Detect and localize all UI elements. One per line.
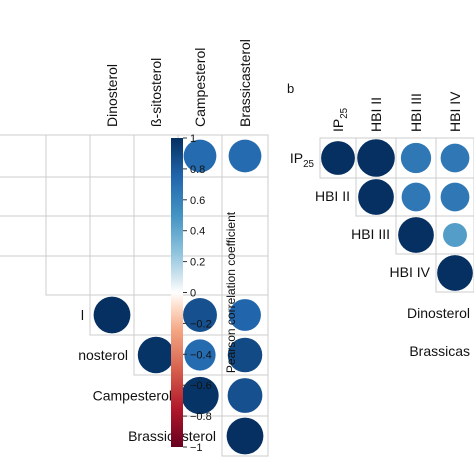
correlation-circle [357, 139, 395, 177]
row-label: nosterol [78, 347, 128, 363]
panel-a: Dinosterol ß-sitosterol Campesterol Brassic… [0, 39, 269, 457]
correlation-circle [183, 298, 217, 332]
grid-cell [89, 215, 135, 257]
grid-cell [45, 215, 91, 257]
correlation-circle [93, 296, 131, 334]
col-label: IP25 [330, 107, 350, 132]
grid-cell [0, 215, 47, 257]
grid-cell [221, 176, 269, 217]
correlation-circle [321, 141, 355, 175]
row-label: Brassicas [409, 343, 470, 359]
correlation-circle [227, 337, 263, 373]
row-label: l [81, 307, 84, 323]
row-label: Campesterol [93, 388, 172, 404]
col-label: HBI II [368, 97, 384, 132]
row-label: HBI II [315, 188, 350, 204]
correlation-circle [183, 139, 217, 173]
correlation-circle [437, 255, 473, 291]
colorbar-tick-label: −0.6 [190, 380, 212, 392]
row-label: HBI III [351, 226, 390, 242]
col-label: Brassicasterol [237, 39, 253, 127]
colorbar-tick-label: −0.2 [190, 318, 212, 330]
colorbar-tick-label: −1 [190, 442, 203, 454]
row-label: Dinosterol [407, 305, 470, 321]
colorbar-label: Pearson correlation coefficient [224, 211, 238, 373]
col-label: Campesterol [192, 48, 208, 127]
row-label: HBI IV [390, 264, 431, 280]
colorbar-tick-label: 0.4 [190, 226, 205, 238]
grid-cell [45, 255, 91, 296]
grid-cell [0, 176, 47, 217]
colorbar-gradient [171, 138, 183, 447]
correlation-circle [401, 182, 431, 212]
correlation-circle [358, 179, 394, 215]
col-label: HBI IV [447, 91, 463, 132]
grid-cell [45, 134, 91, 178]
grid-cell [89, 255, 135, 296]
correlation-circle [137, 336, 175, 374]
grid-cell [435, 253, 474, 293]
colorbar-tick-label: 0.8 [190, 164, 205, 176]
colorbar: 1 0.8 0.6 0.4 0.2 0 −0.2 −0.4 −0.6 −0.8 −1 Pearson … [171, 133, 238, 454]
correlation-circle [398, 217, 434, 253]
panel-b-label: b [287, 81, 294, 96]
colorbar-tick-label: 0.2 [190, 257, 205, 269]
colorbar-tick-label: −0.8 [190, 411, 212, 423]
correlation-circle [227, 378, 263, 413]
panel-b-grid [319, 137, 474, 293]
grid-cell [89, 176, 135, 217]
correlation-circle [443, 223, 467, 247]
grid-cell [221, 415, 269, 457]
col-label: HBI III [408, 93, 424, 132]
col-label: ß-sitosterol [148, 58, 164, 127]
correlation-circle [440, 143, 470, 173]
correlation-circle [226, 417, 264, 455]
grid-cell [89, 134, 135, 178]
correlation-circle [228, 139, 262, 173]
grid-cell [0, 134, 47, 178]
row-label: IP25 [290, 150, 315, 170]
correlation-circle [181, 376, 219, 415]
grid-cell [45, 176, 91, 217]
colorbar-tick-label: −0.4 [190, 349, 212, 361]
colorbar-tick-label: 0 [190, 288, 196, 300]
col-label: Dinosterol [104, 64, 120, 127]
correlation-circle [229, 299, 261, 331]
correlation-circle [184, 339, 216, 371]
panel-b: b IP25 HBI II HBI III HBI IV IP25 HBI II HBI II… [287, 81, 474, 359]
correlation-circle [440, 182, 470, 212]
correlation-circle [400, 142, 432, 174]
colorbar-tick-label: 1 [190, 133, 196, 145]
colorbar-tick-label: 0.6 [190, 195, 205, 207]
